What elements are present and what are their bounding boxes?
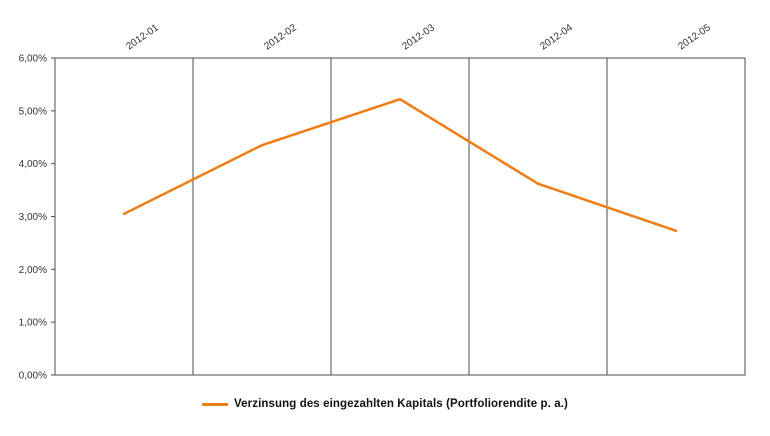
y-axis-label: 1,00% bbox=[19, 318, 47, 329]
x-axis-label: 2012-05 bbox=[676, 22, 713, 52]
legend: Verzinsung des eingezahlten Kapitals (Po… bbox=[0, 398, 770, 410]
y-axis-label: 4,00% bbox=[19, 159, 47, 170]
y-axis-label: 3,00% bbox=[19, 212, 47, 223]
y-axis-label: 5,00% bbox=[19, 106, 47, 117]
series-line bbox=[122, 97, 678, 233]
x-axis-label: 2012-03 bbox=[400, 22, 437, 52]
y-axis-label: 0,00% bbox=[19, 371, 47, 382]
y-axis-label: 2,00% bbox=[19, 265, 47, 276]
y-axis-label: 6,00% bbox=[19, 54, 47, 65]
chart-svg: 0,00% 1,00% 2,00% 3,00% 4,00% 5,00% 6,00% 2012-… bbox=[19, 22, 746, 382]
x-axis-label: 2012-02 bbox=[262, 22, 299, 52]
x-axis-label: 2012-01 bbox=[124, 22, 161, 52]
x-axis-label: 2012-04 bbox=[538, 22, 575, 52]
legend-label: Verzinsung des eingezahlten Kapitals (Po… bbox=[234, 398, 568, 410]
legend-marker bbox=[202, 402, 229, 406]
plot-border bbox=[54, 57, 746, 376]
